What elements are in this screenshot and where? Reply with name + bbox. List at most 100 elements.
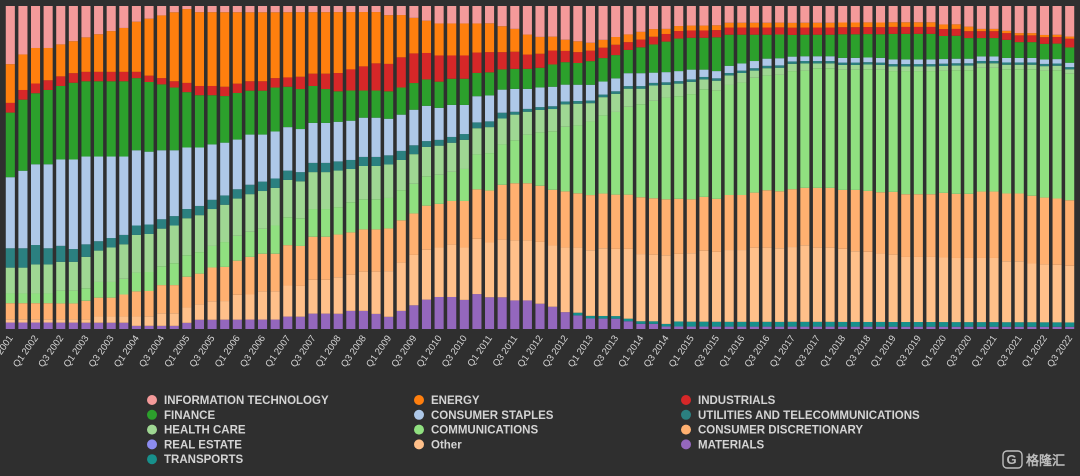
bar-segment-information-technology-64: [812, 6, 822, 23]
bar-segment-finance-76: [964, 38, 974, 59]
bar-segment-consumer-discretionary-35: [447, 200, 457, 245]
bar-segment-consumer-discretionary-43: [548, 189, 558, 246]
bar-segment-other-28: [358, 271, 368, 311]
bar-segment-finance-60: [762, 34, 772, 59]
bar-segment-utilities-and-telecommunications-72: [913, 64, 923, 67]
bar-segment-materials-66: [838, 326, 848, 329]
bar-segment-consumer-discretionary-68: [863, 190, 873, 252]
bar-segment-industrials-67: [850, 27, 860, 35]
bar-segment-information-technology-74: [939, 6, 949, 25]
bar-segment-energy-32: [409, 17, 419, 54]
bar-segment-industrials-36: [459, 55, 469, 79]
bar-segment-communications-17: [220, 242, 230, 267]
bar-segment-health-care-14: [182, 218, 192, 256]
bar-segment-information-technology-49: [623, 6, 633, 35]
bar-segment-finance-24: [308, 85, 318, 123]
bar-segment-materials-52: [661, 326, 671, 329]
bar-segment-information-technology-68: [863, 6, 873, 23]
bar-segment-consumer-staples-74: [939, 59, 949, 64]
bar-segment-information-technology-27: [346, 6, 356, 13]
bar-segment-consumer-discretionary-46: [585, 195, 595, 251]
bar-segment-other-73: [926, 256, 936, 323]
bar-segment-health-care-6: [81, 256, 91, 289]
bar-segment-consumer-staples-62: [787, 56, 797, 62]
bar-segment-consumer-discretionary-76: [964, 193, 974, 258]
bar-segment-industrials-50: [636, 39, 646, 48]
bar-segment-health-care-20: [258, 191, 268, 229]
bar-segment-energy-25: [321, 12, 331, 74]
bar-segment-other-38: [485, 242, 495, 298]
bar-segment-industrials-9: [119, 71, 129, 82]
bar-segment-information-technology-80: [1014, 6, 1024, 34]
bar-segment-energy-50: [636, 31, 646, 40]
bar-segment-consumer-staples-5: [68, 159, 78, 250]
bar-segment-finance-13: [169, 87, 179, 151]
bar-segment-other-45: [573, 247, 583, 313]
bar-segment-consumer-staples-65: [825, 56, 835, 62]
bar-segment-energy-11: [144, 18, 154, 76]
bar-segment-finance-25: [321, 89, 331, 123]
bar-segment-finance-46: [585, 61, 595, 85]
bar-segment-other-65: [825, 247, 835, 322]
bar-segment-energy-76: [964, 26, 974, 32]
bar-segment-communications-48: [611, 111, 621, 195]
bar-segment-information-technology-59: [749, 6, 759, 23]
bar-segment-utilities-and-telecommunications-29: [371, 156, 381, 166]
bar-segment-utilities-and-telecommunications-73: [926, 64, 936, 67]
bar-segment-other-25: [321, 279, 331, 314]
bar-segment-health-care-37: [472, 128, 482, 155]
bar-segment-materials-12: [157, 325, 167, 329]
bar-segment-consumer-staples-9: [119, 156, 129, 235]
bar-segment-materials-65: [825, 326, 835, 329]
bar-segment-information-technology-0: [5, 6, 15, 65]
bar-segment-consumer-discretionary-64: [812, 187, 822, 248]
bar-segment-industrials-19: [245, 81, 255, 91]
bar-segment-other-56: [712, 251, 722, 322]
bar-segment-transports-66: [838, 321, 848, 327]
bar-segment-communications-35: [447, 171, 457, 201]
bar-segment-energy-38: [485, 23, 495, 53]
bar-segment-health-care-41: [522, 111, 532, 135]
bar-segment-transports-80: [1014, 322, 1024, 327]
bar-segment-utilities-and-telecommunications-31: [396, 150, 406, 160]
bar-segment-transports-49: [623, 318, 633, 322]
bar-segment-other-78: [989, 257, 999, 323]
bar-segment-consumer-discretionary-2: [30, 303, 41, 320]
bar-segment-consumer-discretionary-24: [308, 236, 318, 280]
bar-segment-consumer-discretionary-10: [131, 291, 141, 317]
bar-segment-utilities-and-telecommunications-40: [510, 111, 520, 115]
bar-segment-industrials-33: [421, 52, 432, 80]
bar-segment-utilities-and-telecommunications-61: [775, 65, 785, 68]
legend-swatch-transports: [147, 454, 157, 465]
bar-segment-industrials-68: [863, 27, 873, 35]
bar-segment-finance-49: [623, 49, 633, 74]
bar-segment-consumer-staples-39: [497, 89, 507, 113]
bar-segment-other-21: [270, 291, 280, 320]
bar-segment-finance-44: [560, 62, 570, 85]
bar-segment-energy-64: [812, 22, 822, 28]
bar-segment-finance-64: [812, 34, 822, 57]
bar-segment-utilities-and-telecommunications-8: [106, 238, 116, 248]
bar-segment-consumer-staples-4: [56, 159, 66, 246]
bar-segment-information-technology-69: [875, 6, 886, 23]
bar-segment-consumer-staples-56: [712, 71, 722, 79]
bar-segment-energy-30: [384, 15, 394, 64]
bar-segment-consumer-discretionary-33: [421, 205, 432, 250]
bar-segment-finance-84: [1065, 47, 1075, 63]
bar-segment-transports-53: [674, 321, 684, 327]
bar-segment-information-technology-9: [119, 6, 129, 28]
bar-segment-utilities-and-telecommunications-28: [358, 156, 368, 166]
bar-segment-transports-58: [737, 321, 747, 327]
bar-segment-other-11: [144, 316, 154, 326]
bar-segment-industrials-65: [825, 27, 835, 35]
bar-segment-consumer-staples-57: [724, 65, 734, 73]
bar-segment-health-care-69: [875, 64, 886, 70]
bar-segment-other-84: [1065, 265, 1075, 323]
bar-segment-materials-18: [232, 319, 242, 329]
bar-segment-other-39: [497, 239, 507, 298]
bar-segment-communications-22: [283, 217, 293, 246]
bar-segment-information-technology-15: [194, 6, 205, 13]
bar-segment-communications-47: [598, 115, 608, 194]
bar-segment-transports-57: [724, 321, 734, 327]
bar-segment-other-4: [56, 319, 66, 323]
